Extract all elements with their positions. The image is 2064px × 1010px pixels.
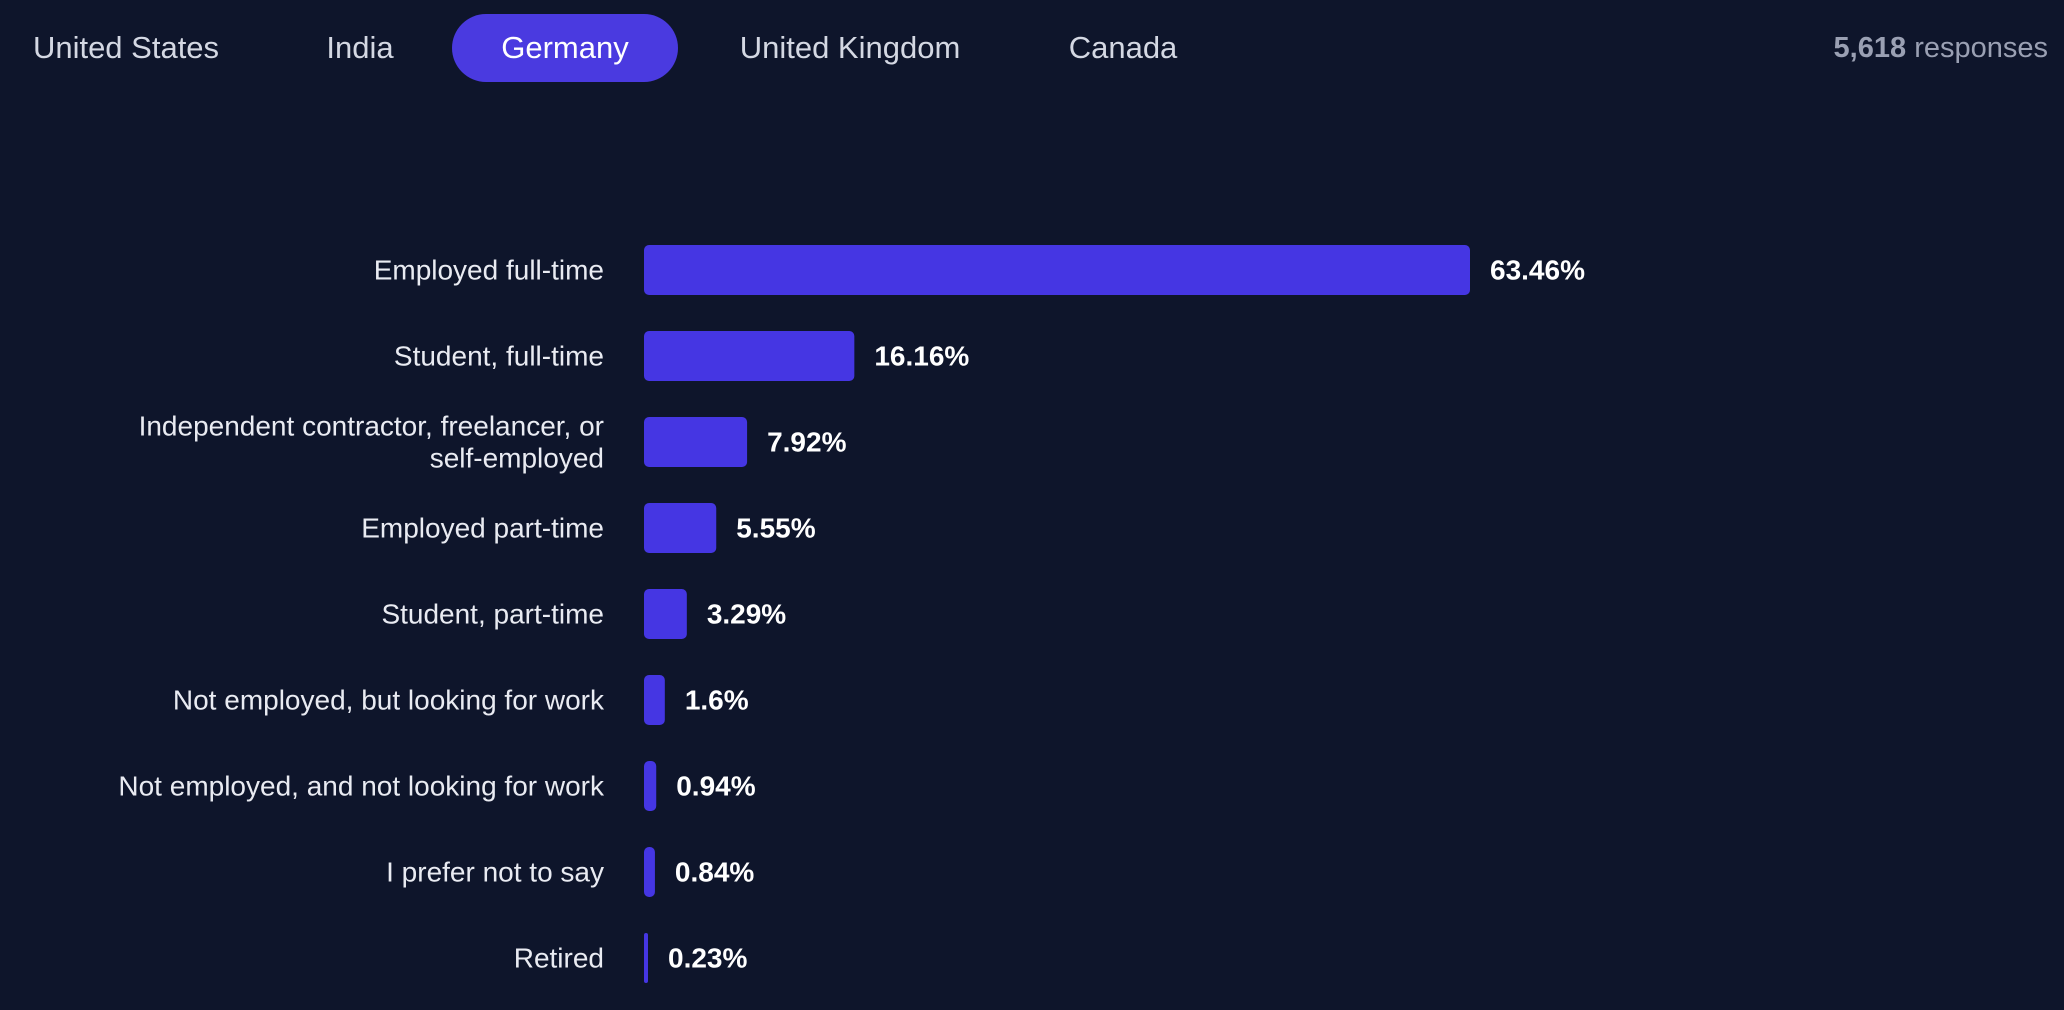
- bar-2: [644, 417, 748, 467]
- value-label-6: 0.94%: [676, 771, 755, 802]
- tab-canada[interactable]: Canada: [1068, 30, 1178, 65]
- value-label-8: 0.23%: [668, 943, 747, 974]
- bar-4: [644, 589, 687, 639]
- category-label-line: self-employed: [430, 443, 604, 474]
- value-label-5: 1.6%: [685, 685, 749, 716]
- category-label-2: Independent contractor, freelancer, or se…: [139, 411, 604, 474]
- bar-0: [644, 245, 1470, 295]
- category-label-line: Student, part-time: [381, 599, 604, 630]
- category-label-line: Not employed, and not looking for work: [118, 771, 605, 802]
- category-label-5: Not employed, but looking for work: [173, 685, 605, 716]
- tab-india[interactable]: India: [326, 30, 394, 65]
- category-label-8: Retired: [514, 943, 604, 974]
- bar-6: [644, 761, 657, 811]
- bar-1: [644, 331, 855, 381]
- tab-united-states[interactable]: United States: [32, 30, 220, 65]
- bar-3: [644, 503, 717, 553]
- category-label-4: Student, part-time: [381, 599, 604, 630]
- responses-label: responses: [1914, 32, 2048, 64]
- category-label-3: Employed part-time: [361, 513, 604, 544]
- bar-7: [644, 847, 655, 897]
- category-label-line: Employed part-time: [361, 513, 604, 544]
- value-label-1: 16.16%: [874, 341, 969, 372]
- category-label-line: Independent contractor, freelancer, or: [139, 411, 604, 442]
- responses-number: 5,618: [1833, 32, 1907, 64]
- bar-5: [644, 675, 665, 725]
- tab-germany[interactable]: Germany: [452, 14, 678, 82]
- category-label-1: Student, full-time: [394, 341, 604, 372]
- category-label-line: Employed full-time: [374, 255, 604, 286]
- value-label-4: 3.29%: [707, 599, 786, 630]
- value-label-7: 0.84%: [675, 857, 754, 888]
- category-label-line: Retired: [514, 943, 604, 974]
- tab-united-kingdom[interactable]: United Kingdom: [739, 30, 961, 65]
- category-label-line: I prefer not to say: [386, 857, 604, 888]
- value-label-0: 63.46%: [1490, 255, 1585, 286]
- category-label-line: Not employed, but looking for work: [173, 685, 605, 716]
- value-label-2: 7.92%: [767, 427, 846, 458]
- responses-count: 5,618 responses: [1834, 14, 2048, 82]
- bar-8: [644, 933, 648, 983]
- category-label-0: Employed full-time: [374, 255, 604, 286]
- value-label-3: 5.55%: [736, 513, 815, 544]
- category-label-7: I prefer not to say: [386, 857, 604, 888]
- category-label-6: Not employed, and not looking for work: [118, 771, 605, 802]
- category-label-line: Student, full-time: [394, 341, 604, 372]
